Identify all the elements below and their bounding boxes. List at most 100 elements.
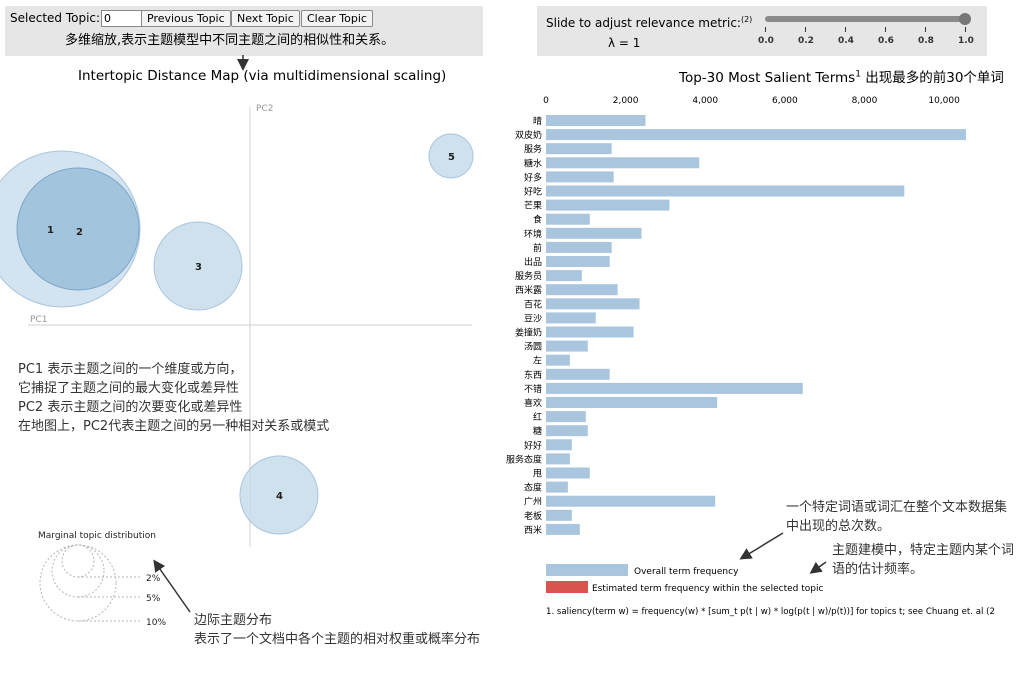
- slider-tick-mark: [845, 27, 846, 32]
- term-bar[interactable]: [546, 270, 582, 282]
- slider-track[interactable]: [765, 16, 965, 22]
- term-bar[interactable]: [546, 129, 967, 141]
- topic-circle-5[interactable]: [428, 133, 474, 179]
- term-bar[interactable]: [546, 326, 634, 338]
- term-bar[interactable]: [546, 439, 572, 451]
- term-bar[interactable]: [546, 453, 570, 465]
- term-label[interactable]: 豆沙: [524, 313, 542, 324]
- term-label[interactable]: 广州: [524, 496, 542, 508]
- slider-tick-label: 0.4: [838, 36, 854, 46]
- term-bar[interactable]: [546, 382, 803, 394]
- term-label[interactable]: 喜欢: [524, 397, 542, 409]
- selected-topic-label: Selected Topic:: [10, 11, 101, 25]
- term-label[interactable]: 红: [533, 411, 542, 423]
- x-tick-label: 0: [543, 96, 549, 106]
- term-label[interactable]: 甩: [533, 469, 542, 480]
- term-label[interactable]: 好好: [524, 439, 542, 451]
- term-bar[interactable]: [546, 143, 612, 155]
- estimated-annotation: 主题建模中，特定主题内某个词 语的估计频率。: [832, 541, 1014, 579]
- pc-note-line-2: 它捕捉了主题之间的最大变化或差异性: [18, 381, 240, 396]
- term-bar[interactable]: [546, 298, 640, 310]
- term-label[interactable]: 东西: [524, 369, 542, 381]
- next-topic-button[interactable]: Next Topic: [231, 10, 300, 27]
- term-label[interactable]: 汤圆: [524, 342, 542, 353]
- topic-label-2: 2: [76, 227, 83, 238]
- term-bar[interactable]: [546, 241, 612, 253]
- term-label[interactable]: 双皮奶: [515, 129, 542, 141]
- clear-topic-button[interactable]: Clear Topic: [301, 10, 373, 27]
- topic-circle-3[interactable]: [153, 221, 243, 311]
- term-bar[interactable]: [546, 509, 572, 521]
- term-bar[interactable]: [546, 354, 570, 366]
- term-bar[interactable]: [546, 425, 588, 437]
- marginal-note-line-1: 边际主题分布: [194, 613, 273, 628]
- term-label[interactable]: 好多: [524, 171, 542, 183]
- pc-annotation: PC1 表示主题之间的一个维度或方向， 它捕捉了主题之间的最大变化或差异性 PC…: [18, 360, 329, 436]
- term-label[interactable]: 西米露: [515, 284, 542, 296]
- intertopic-map: PC1 PC2 1 2 3 4 5 Marginal topic distrib…: [0, 104, 474, 628]
- term-label[interactable]: 左: [533, 355, 542, 367]
- term-bar[interactable]: [546, 411, 586, 423]
- selected-topic-input[interactable]: [101, 10, 142, 27]
- term-label[interactable]: 糖水: [524, 157, 542, 169]
- term-label[interactable]: 服务员: [515, 270, 542, 282]
- term-label[interactable]: 前: [533, 242, 542, 254]
- topic-circle-2[interactable]: [16, 167, 140, 291]
- term-label[interactable]: 芒果: [524, 200, 542, 212]
- topic-label-4: 4: [276, 491, 283, 502]
- previous-topic-button[interactable]: Previous Topic: [141, 10, 231, 27]
- term-bar[interactable]: [546, 368, 610, 380]
- topic-circle-4[interactable]: [239, 455, 319, 535]
- term-bar[interactable]: [546, 171, 614, 183]
- term-label[interactable]: 西米: [524, 524, 542, 536]
- term-bar[interactable]: [546, 312, 596, 324]
- marginal-level-10: 10%: [146, 618, 166, 628]
- terms-title: Top-30 Most Salient Terms1 出现最多的前30个单词: [679, 69, 1004, 87]
- term-label[interactable]: 姜撞奶: [515, 327, 542, 339]
- term-bar[interactable]: [546, 199, 670, 211]
- term-bar[interactable]: [546, 115, 646, 126]
- pc-note-line-4: 在地图上，PC2代表主题之间的另一种相对关系或模式: [18, 419, 330, 434]
- term-label[interactable]: 态度: [524, 482, 542, 494]
- term-label[interactable]: 晴: [533, 115, 542, 127]
- term-bar[interactable]: [546, 397, 718, 408]
- term-label[interactable]: 好吃: [524, 186, 542, 198]
- term-label[interactable]: 不错: [524, 383, 542, 395]
- term-bar[interactable]: [546, 340, 588, 352]
- term-bar[interactable]: [546, 185, 905, 197]
- marginal-title: Marginal topic distribution: [38, 531, 156, 541]
- slider-tick-mark: [765, 27, 766, 32]
- term-label[interactable]: 糖: [533, 425, 542, 437]
- marginal-annotation: 边际主题分布 表示了一个文档中各个主题的相对权重或概率分布: [194, 611, 480, 649]
- term-bar[interactable]: [546, 227, 642, 239]
- term-bar[interactable]: [546, 481, 568, 493]
- x-tick-label: 6,000: [772, 96, 798, 106]
- term-bar[interactable]: [546, 213, 590, 225]
- estimated-note-line-1: 主题建模中，特定主题内某个词: [832, 543, 1015, 558]
- term-label[interactable]: 服务态度: [506, 453, 542, 465]
- slider-tick-label: 0.8: [918, 36, 934, 46]
- term-bar[interactable]: [546, 495, 716, 507]
- term-bar[interactable]: [546, 284, 618, 296]
- legend-estimated-label: Estimated term frequency within the sele…: [592, 584, 823, 594]
- term-bar[interactable]: [546, 256, 610, 267]
- marginal-level-5: 5%: [146, 594, 161, 604]
- slider-tick-mark: [925, 27, 926, 32]
- x-tick-label: 4,000: [692, 96, 718, 106]
- term-label[interactable]: 环境: [524, 228, 542, 240]
- term-label[interactable]: 出品: [524, 256, 542, 268]
- pc-note-line-1: PC1 表示主题之间的一个维度或方向，: [18, 362, 243, 377]
- term-label[interactable]: 服务: [524, 143, 542, 155]
- term-bar[interactable]: [546, 523, 580, 535]
- term-label[interactable]: 百花: [524, 298, 542, 310]
- slider-thumb[interactable]: [959, 13, 971, 25]
- slider-tick-label: 0.2: [798, 36, 814, 46]
- term-label[interactable]: 食: [533, 214, 542, 226]
- topic-label-5: 5: [448, 152, 455, 163]
- slider-tick-label: 0.6: [878, 36, 894, 46]
- term-bar[interactable]: [546, 467, 590, 479]
- slider-tick-mark: [965, 27, 966, 32]
- term-bar[interactable]: [546, 157, 700, 169]
- term-label[interactable]: 老板: [524, 510, 542, 522]
- x-tick-label: 2,000: [613, 96, 639, 106]
